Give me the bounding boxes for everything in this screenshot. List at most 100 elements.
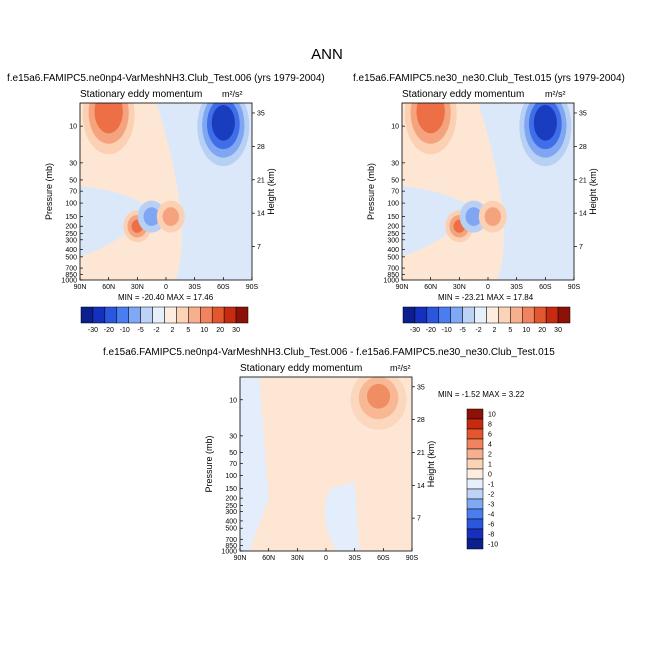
colorbar-3-label: 2 [488, 452, 492, 459]
panel-2-xtick-label: 30S [510, 284, 523, 291]
panel-1-ytick-right-label: 28 [257, 144, 265, 151]
colorbar-2-label: 10 [522, 327, 530, 334]
colorbar-2-label: -5 [460, 327, 466, 334]
panel-3-title: f.e15a6.FAMIPC5.ne0np4-VarMeshNH3.Club_T… [103, 347, 555, 358]
colorbar-1-label: 2 [170, 327, 174, 334]
panel-2-ytick-label: 300 [387, 237, 399, 244]
panel-3-ytick-right-label: 35 [417, 384, 425, 391]
panel-2-ytick-label: 400 [387, 247, 399, 254]
colorbar-3-box [466, 438, 484, 450]
panel-2-xtick-label: 30N [453, 284, 466, 291]
colorbar-2-box [414, 306, 428, 324]
colorbar-1-box [152, 306, 165, 324]
panel-1-ytick-label: 150 [65, 214, 77, 221]
panel-2-xtick-label: 0 [486, 284, 490, 291]
panel-3-ytick-label: 250 [225, 503, 237, 510]
colorbar-2-box [557, 306, 571, 324]
colorbar-3-box [466, 418, 484, 430]
panel-1-label: Stationary eddy momentum [80, 89, 203, 100]
panel-1-ytick-label: 1000 [61, 278, 77, 285]
panel-1-feature-0-level-3 [100, 103, 117, 123]
panel-3-ytick-label: 50 [229, 450, 237, 457]
panel-1-ytick-label: 500 [65, 254, 77, 261]
colorbar-1-box [211, 306, 225, 324]
colorbar-2-label: 5 [508, 327, 512, 334]
panel-1-xtick-label: 0 [164, 284, 168, 291]
colorbar-1-box [164, 306, 177, 324]
colorbar-2-label: -2 [475, 327, 481, 334]
panel-3-ytick-label: 70 [229, 461, 237, 468]
panel-1-xtick-label: 30N [131, 284, 144, 291]
panel-2-ylabel-right: Height (km) [588, 168, 598, 215]
colorbar-2-box [545, 306, 559, 324]
panel-3-ylabel: Pressure (mb) [204, 435, 214, 492]
colorbar-3-label: -2 [488, 492, 494, 499]
colorbar-1-box [176, 306, 189, 324]
panel-1-ytick-label: 200 [65, 224, 77, 231]
panel-1-feature-4-level-1 [162, 207, 179, 226]
colorbar-1-label: 10 [200, 327, 208, 334]
colorbar-2-label: 20 [538, 327, 546, 334]
colorbar-2-label: 2 [492, 327, 496, 334]
panel-1-ytick-right-label: 14 [257, 211, 265, 218]
panel-1-stats: MIN = -20.40 MAX = 17.46 [118, 293, 214, 302]
panel-3-ytick-label: 200 [225, 496, 237, 503]
panel-2-ytick-label: 850 [387, 272, 399, 279]
panel-1-units: m²/s² [222, 89, 243, 99]
panel-2-ytick-label: 200 [387, 224, 399, 231]
panel-2-ytick-label: 70 [391, 189, 399, 196]
panel-1-ytick-label: 250 [65, 231, 77, 238]
panel-2-ytick-label: 1000 [383, 278, 399, 285]
panel-1-ytick-label: 50 [69, 177, 77, 184]
panel-2-ytick-right-label: 35 [579, 110, 587, 117]
panel-3-units: m²/s² [390, 363, 411, 373]
panel-3-ytick-label: 30 [229, 433, 237, 440]
panel-3-ytick-label: 850 [225, 543, 237, 550]
colorbar-1-label: -30 [88, 327, 98, 334]
colorbar-3-label: -1 [488, 482, 494, 489]
colorbar-3-box [466, 448, 484, 460]
panel-2-feature-4-level-1 [484, 207, 501, 226]
colorbar-1-label: 30 [232, 327, 240, 334]
panel-1-ytick-label: 400 [65, 247, 77, 254]
panel-3-ytick-label: 1000 [221, 549, 237, 556]
colorbar-1-box [80, 306, 94, 324]
panel-1-xtick-label: 60S [217, 284, 230, 291]
panel-1-field [80, 103, 252, 280]
colorbar-1-box [200, 306, 213, 324]
panel-1-ytick-label: 70 [69, 189, 77, 196]
panel-2-xtick-label: 90S [568, 284, 581, 291]
colorbar-2-box [450, 306, 463, 324]
panel-3-xtick-label: 60S [377, 555, 390, 562]
colorbar-1-box [188, 306, 201, 324]
colorbar-3-box [466, 508, 484, 520]
colorbar-3-box [466, 538, 484, 550]
panel-1-ylabel-right: Height (km) [266, 168, 276, 215]
colorbar-3-label: -3 [488, 502, 494, 509]
colorbar-1-box [92, 306, 106, 324]
panel-3-ytick-label: 700 [225, 537, 237, 544]
panel-3-ytick-label: 150 [225, 486, 237, 493]
colorbar-2-box [438, 306, 451, 324]
colorbar-3-label: 8 [488, 422, 492, 429]
panel-2-ytick-right-label: 7 [579, 244, 583, 251]
panel-3-ytick-label: 500 [225, 526, 237, 533]
panel-2-stats: MIN = -23.21 MAX = 17.84 [438, 293, 534, 302]
panel-2-ytick-label: 50 [391, 177, 399, 184]
colorbar-2-box [426, 306, 440, 324]
colorbar-1-box [223, 306, 237, 324]
colorbar-3-box [466, 528, 484, 540]
panel-3-ytick-right-label: 14 [417, 483, 425, 490]
panel-1-title: f.e15a6.FAMIPC5.ne0np4-VarMeshNH3.Club_T… [7, 73, 325, 84]
panel-3-xtick-label: 60N [262, 555, 275, 562]
colorbar-3-label: 0 [488, 472, 492, 479]
panel-2-feature-3-level-1 [465, 207, 482, 226]
colorbar-2-label: -30 [410, 327, 420, 334]
panel-1-ytick-label: 300 [65, 237, 77, 244]
colorbar-3-label: 1 [488, 462, 492, 469]
colorbar-1-label: -2 [153, 327, 159, 334]
colorbar-3-box [466, 428, 484, 440]
panel-3-xtick-label: 30S [348, 555, 361, 562]
panel-3-label: Stationary eddy momentum [240, 363, 363, 374]
figure-title: ANN [311, 46, 343, 63]
